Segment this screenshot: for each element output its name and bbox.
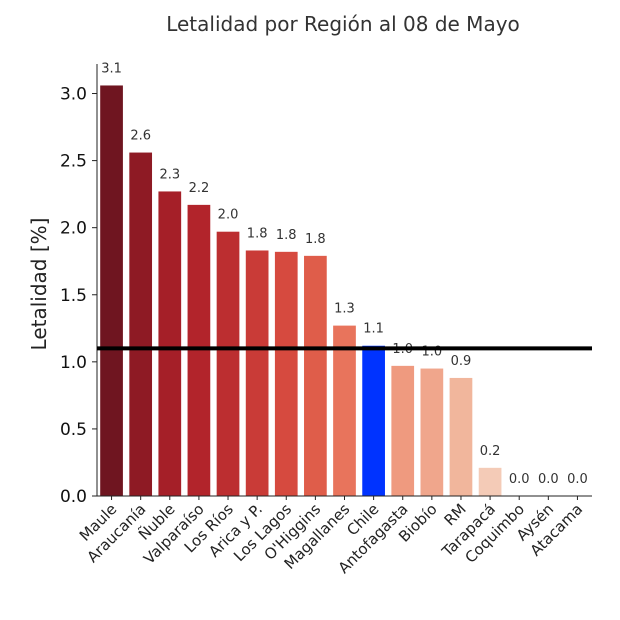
bar-10 [391,365,415,496]
data-label-6: 1.8 [276,228,297,243]
bar-11 [420,368,444,496]
bar-12 [449,377,473,496]
data-label-4: 2.0 [218,208,239,223]
bar-2 [158,191,182,496]
y-tick-label-0: 0.0 [60,487,87,507]
bar-1 [129,152,153,497]
data-labels-group: 3.12.62.32.22.01.81.81.81.31.11.01.00.90… [101,61,588,487]
bar-3 [187,204,211,496]
bar-13 [478,467,502,496]
bar-7 [304,255,327,496]
y-tick-label-5: 2.5 [60,152,87,172]
bar-5 [245,250,269,496]
data-label-16: 0.0 [567,472,588,487]
bars-group [100,85,502,497]
data-label-3: 2.2 [189,181,210,196]
data-label-0: 3.1 [101,61,122,76]
y-tick-label-3: 1.5 [60,286,87,306]
data-label-13: 0.2 [480,444,501,459]
bar-4 [216,231,240,496]
bar-8 [333,325,356,496]
data-label-12: 0.9 [451,354,472,369]
data-label-14: 0.0 [509,472,530,487]
data-label-7: 1.8 [305,232,326,247]
data-label-15: 0.0 [538,472,559,487]
bar-9 [362,345,385,496]
y-tick-label-2: 1.0 [60,353,87,373]
y-tick-label-1: 0.5 [60,420,87,440]
y-ticks-group: 0.0 0.5 1.0 1.5 2.0 2.5 3.0 [60,85,97,507]
data-label-1: 2.6 [130,129,151,144]
y-axis-label: Letalidad [%] [27,218,51,351]
y-tick-label-4: 2.0 [60,219,87,239]
data-label-2: 2.3 [159,167,180,182]
data-label-8: 1.3 [334,302,355,317]
bar-6 [274,251,298,496]
data-label-5: 1.8 [247,226,268,241]
y-tick-label-6: 3.0 [60,85,87,105]
data-label-9: 1.1 [363,322,384,337]
bar-0 [100,85,123,496]
chart-title: Letalidad por Región al 08 de Mayo [166,12,520,36]
